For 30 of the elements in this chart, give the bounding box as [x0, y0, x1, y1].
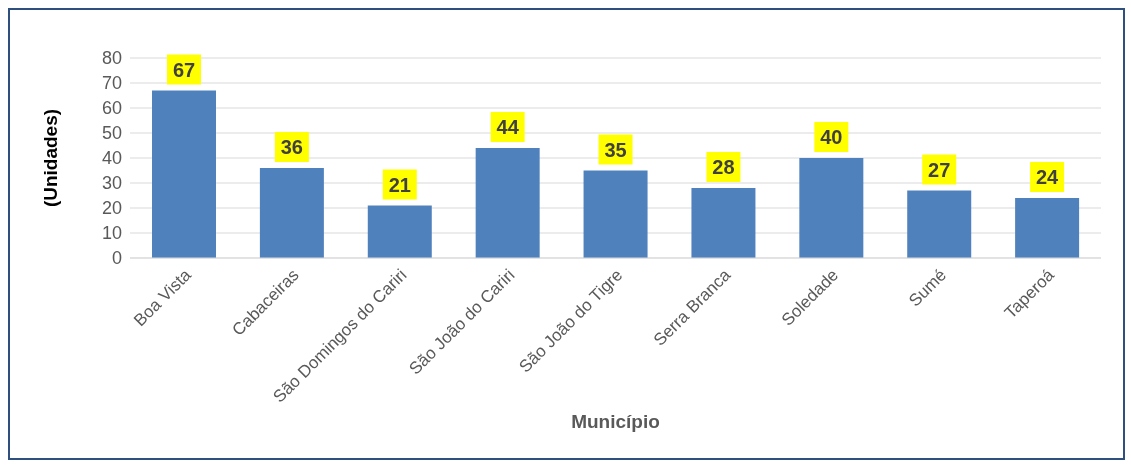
bar: [907, 190, 972, 258]
y-tick-label: 20: [101, 198, 122, 219]
y-tick-label: 70: [101, 73, 122, 94]
data-label: 24: [1035, 166, 1060, 188]
y-tick-label: 10: [101, 223, 122, 244]
y-tick-label: 60: [101, 98, 122, 119]
y-tick-label: 80: [101, 48, 122, 69]
data-label: 67: [172, 58, 196, 81]
bar: [799, 158, 864, 258]
data-label: 28: [712, 156, 735, 178]
bar: [259, 168, 324, 258]
y-tick-label: 40: [101, 148, 122, 169]
data-label: 40: [820, 126, 843, 148]
y-tick-label: 0: [111, 248, 122, 269]
x-tick-label: Boa Vista: [130, 265, 196, 331]
bar: [691, 188, 756, 258]
bar: [475, 148, 540, 258]
x-axis-title: Município: [571, 411, 660, 432]
bar: [1015, 198, 1080, 258]
bar: [583, 170, 648, 258]
data-label: 36: [280, 136, 304, 158]
data-label: 21: [388, 173, 411, 196]
y-tick-label: 30: [101, 173, 122, 194]
y-tick-label: 50: [101, 123, 122, 144]
y-axis-title: (Unidades): [39, 108, 61, 208]
bar: [152, 90, 216, 258]
data-label: 35: [604, 138, 627, 161]
bar: [367, 205, 432, 258]
data-label: 44: [496, 116, 520, 138]
data-label: 27: [928, 158, 951, 181]
